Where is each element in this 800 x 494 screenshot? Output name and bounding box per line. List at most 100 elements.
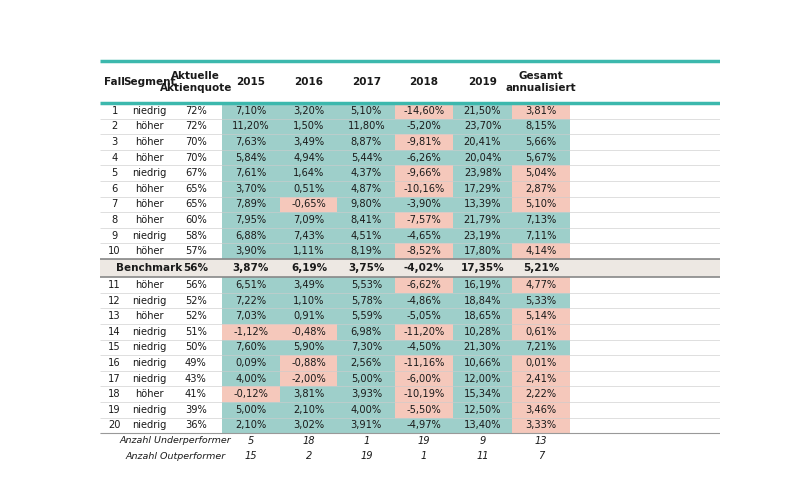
Bar	[222, 134, 281, 150]
Text: 41%: 41%	[185, 389, 206, 399]
Text: 1,64%: 1,64%	[294, 168, 325, 178]
Bar	[222, 150, 281, 165]
Text: 3: 3	[111, 137, 118, 147]
Text: Anzahl Outperformer: Anzahl Outperformer	[126, 452, 226, 460]
Bar	[453, 165, 512, 181]
Text: 6,19%: 6,19%	[291, 263, 327, 273]
Text: 1,11%: 1,11%	[293, 246, 325, 256]
Text: 5,67%: 5,67%	[526, 153, 557, 163]
Bar	[222, 293, 281, 308]
Text: 3,90%: 3,90%	[235, 246, 266, 256]
Bar	[395, 134, 453, 150]
Bar	[512, 181, 570, 197]
Text: 52%: 52%	[185, 311, 206, 321]
Text: 18,84%: 18,84%	[464, 295, 502, 306]
Bar	[338, 103, 395, 119]
Text: 18: 18	[108, 389, 121, 399]
Bar	[281, 103, 338, 119]
Bar	[338, 277, 395, 293]
Text: 3,33%: 3,33%	[526, 420, 557, 430]
Text: -4,86%: -4,86%	[406, 295, 442, 306]
Text: 0,09%: 0,09%	[235, 358, 266, 368]
Text: 2019: 2019	[468, 77, 497, 87]
Bar	[281, 277, 338, 293]
Text: 2,10%: 2,10%	[294, 405, 325, 415]
Text: 56%: 56%	[183, 263, 208, 273]
Text: 7,10%: 7,10%	[235, 106, 266, 116]
Bar	[281, 228, 338, 244]
Text: -0,12%: -0,12%	[234, 389, 269, 399]
Bar	[512, 134, 570, 150]
Text: 5,00%: 5,00%	[350, 373, 382, 384]
Text: 51%: 51%	[185, 327, 206, 337]
Bar	[281, 244, 338, 259]
Bar	[338, 244, 395, 259]
Text: 0,51%: 0,51%	[294, 184, 325, 194]
Bar	[453, 402, 512, 417]
Text: 4,51%: 4,51%	[350, 231, 382, 241]
Bar	[512, 212, 570, 228]
Text: 4,00%: 4,00%	[350, 405, 382, 415]
Text: Anzahl Underperformer: Anzahl Underperformer	[119, 436, 231, 445]
Text: 65%: 65%	[185, 184, 206, 194]
Bar	[222, 277, 281, 293]
Text: höher: höher	[135, 122, 164, 131]
Text: 4,94%: 4,94%	[294, 153, 325, 163]
Bar	[453, 277, 512, 293]
Bar	[338, 197, 395, 212]
Text: 4,77%: 4,77%	[526, 280, 557, 290]
Text: 70%: 70%	[185, 137, 206, 147]
Bar	[338, 386, 395, 402]
Bar	[338, 355, 395, 371]
Text: 7,89%: 7,89%	[235, 200, 266, 209]
Text: 1: 1	[111, 106, 118, 116]
Bar	[512, 103, 570, 119]
Bar	[512, 386, 570, 402]
Bar	[395, 181, 453, 197]
Text: niedrig: niedrig	[133, 358, 166, 368]
Text: 60%: 60%	[185, 215, 206, 225]
Bar	[453, 324, 512, 339]
Bar	[281, 386, 338, 402]
Text: 1,50%: 1,50%	[294, 122, 325, 131]
Text: höher: höher	[135, 137, 164, 147]
Text: 18,65%: 18,65%	[464, 311, 502, 321]
Text: niedrig: niedrig	[133, 342, 166, 352]
Text: 8,19%: 8,19%	[350, 246, 382, 256]
Text: 7: 7	[538, 451, 544, 461]
Text: 15,34%: 15,34%	[464, 389, 502, 399]
Bar	[222, 103, 281, 119]
Text: 5,14%: 5,14%	[526, 311, 557, 321]
Bar	[338, 150, 395, 165]
Bar	[512, 165, 570, 181]
Text: 17,35%: 17,35%	[461, 263, 504, 273]
Bar	[338, 228, 395, 244]
Text: 57%: 57%	[185, 246, 206, 256]
Bar	[395, 308, 453, 324]
Text: 58%: 58%	[185, 231, 206, 241]
Text: 20,41%: 20,41%	[464, 137, 502, 147]
Text: -4,50%: -4,50%	[406, 342, 442, 352]
Text: 7,63%: 7,63%	[235, 137, 266, 147]
Text: 7,61%: 7,61%	[235, 168, 266, 178]
Text: 12: 12	[108, 295, 121, 306]
Bar	[222, 324, 281, 339]
Text: niedrig: niedrig	[133, 420, 166, 430]
Bar	[453, 417, 512, 433]
Text: 5,78%: 5,78%	[350, 295, 382, 306]
Text: 7,60%: 7,60%	[235, 342, 266, 352]
Text: 2,56%: 2,56%	[350, 358, 382, 368]
Text: 10: 10	[108, 246, 121, 256]
Bar	[281, 293, 338, 308]
Bar	[395, 119, 453, 134]
Text: höher: höher	[135, 184, 164, 194]
Bar	[395, 386, 453, 402]
Bar	[338, 165, 395, 181]
Text: 4,37%: 4,37%	[350, 168, 382, 178]
Bar	[453, 308, 512, 324]
Text: 2,87%: 2,87%	[526, 184, 557, 194]
Text: 65%: 65%	[185, 200, 206, 209]
Bar	[395, 103, 453, 119]
Text: 17,80%: 17,80%	[464, 246, 502, 256]
Bar	[453, 228, 512, 244]
